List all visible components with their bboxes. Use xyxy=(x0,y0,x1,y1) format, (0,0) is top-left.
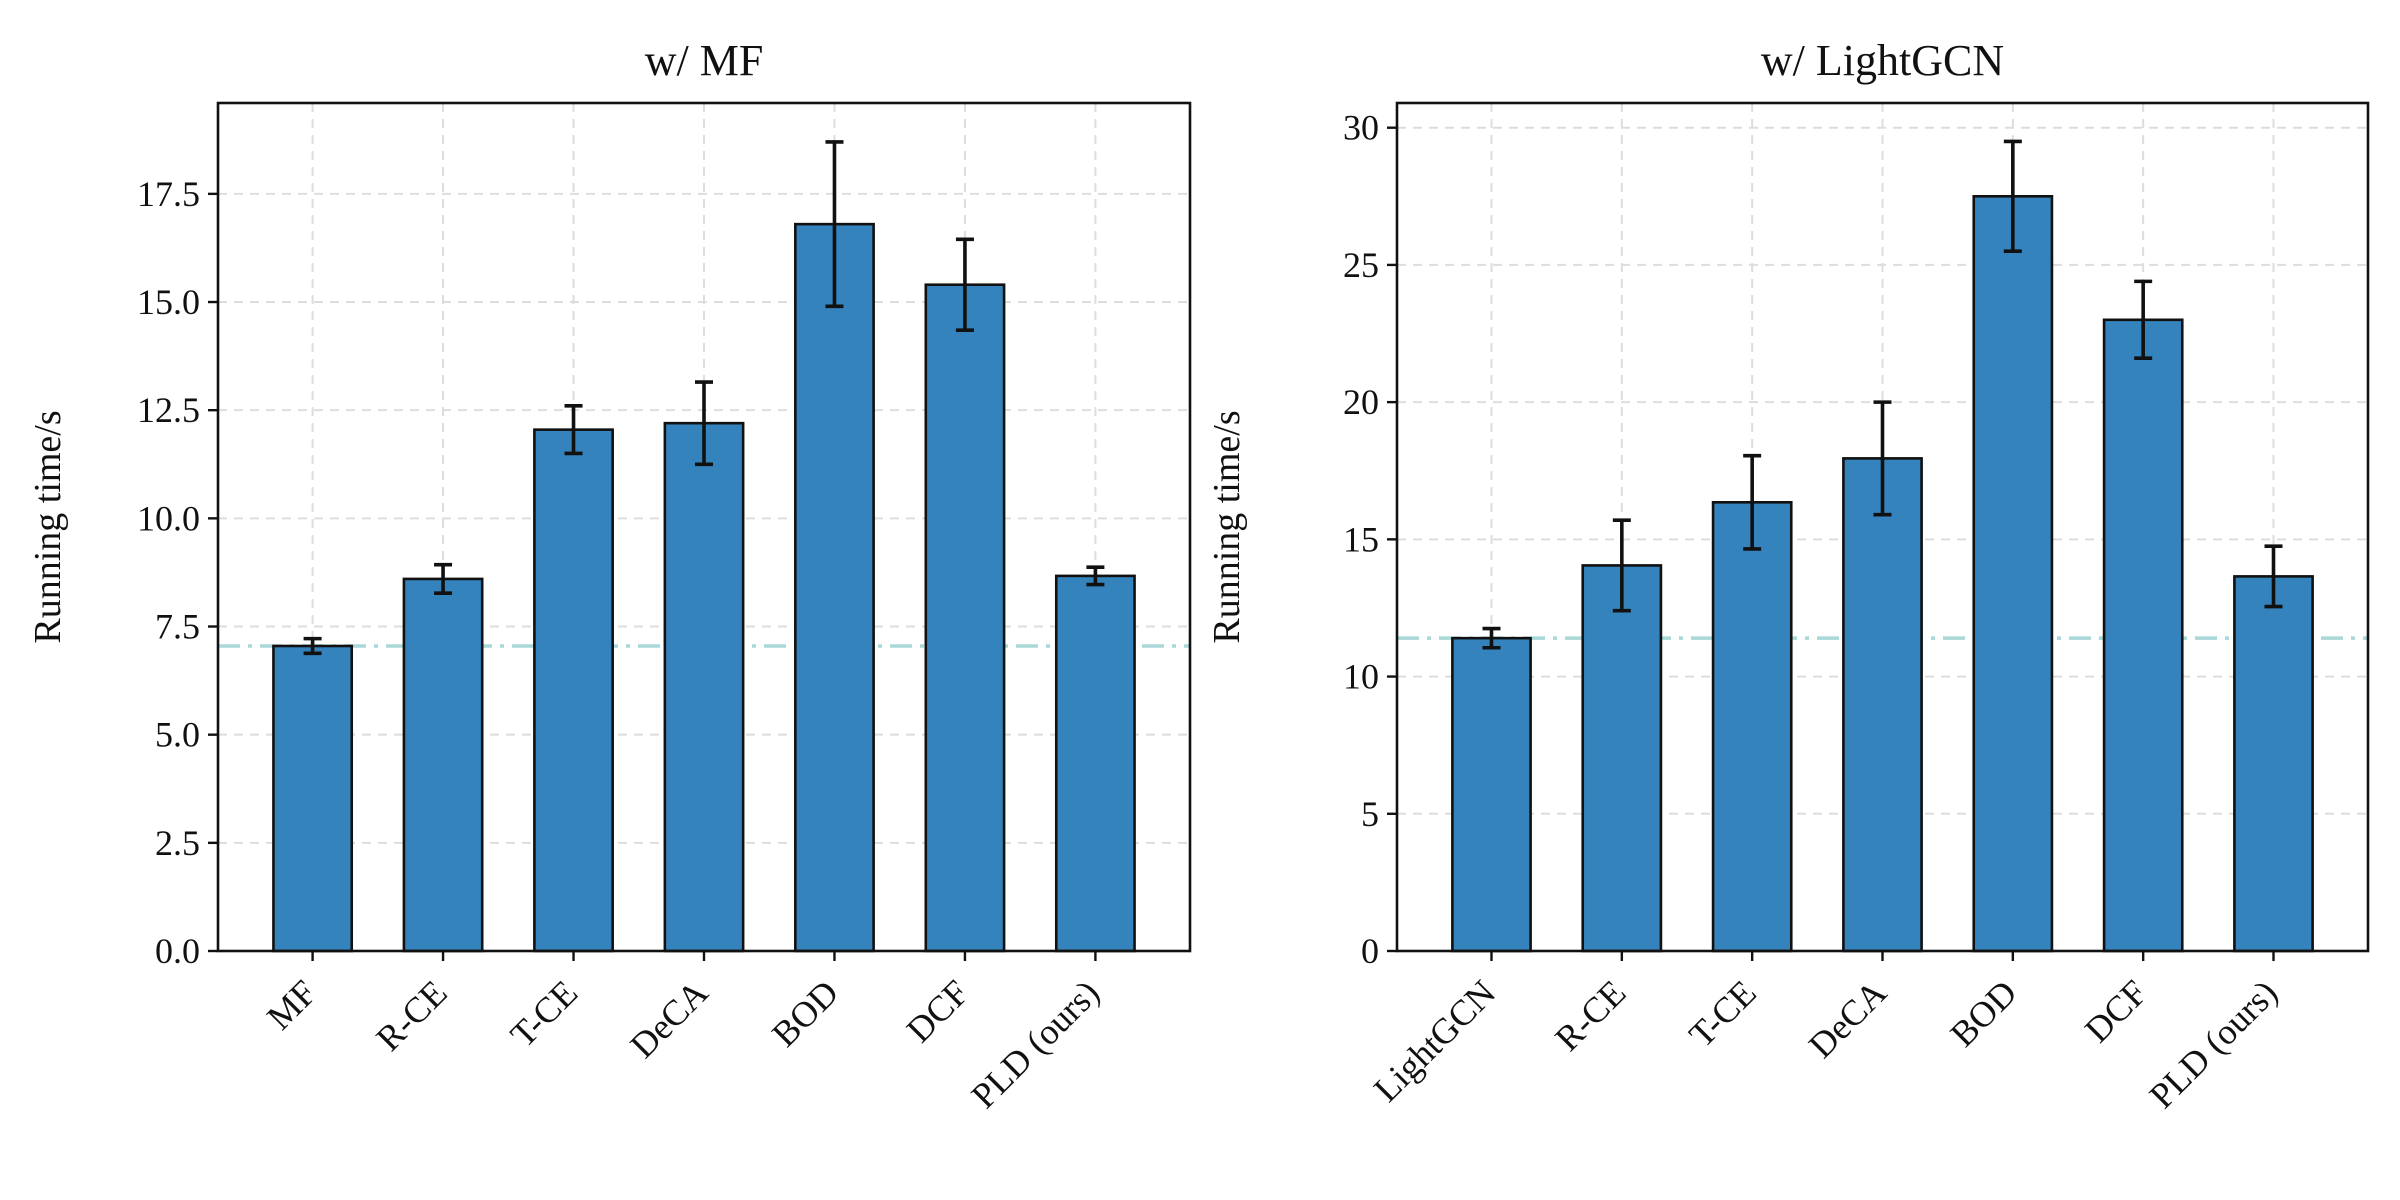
y-tick-label: 15.0 xyxy=(137,282,200,322)
error-bar xyxy=(1482,626,1501,650)
error-bar xyxy=(434,562,453,595)
y-tick-label: 25 xyxy=(1343,245,1379,285)
error-bar xyxy=(1086,565,1105,587)
error-bar xyxy=(1612,518,1631,613)
bar xyxy=(663,421,745,953)
x-tick-label: R-CE xyxy=(1547,972,1633,1058)
error-bar xyxy=(2003,139,2022,253)
error-bar xyxy=(2134,279,2153,361)
y-tick-label: 7.5 xyxy=(155,607,200,647)
x-tick-label: BOD xyxy=(764,972,846,1054)
x-tick-label: DCF xyxy=(2077,972,2155,1050)
chart-panel-mf: 0.0 2.5 5.0 7.5 10.0 12.5 15.0 17.5 MF R-CE T-CE De… xyxy=(27,36,1192,1116)
x-tick-label: DCF xyxy=(899,972,977,1050)
y-tick-label: 20 xyxy=(1343,382,1379,422)
x-tick-label: MF xyxy=(259,972,324,1037)
error-bar xyxy=(1873,400,1892,517)
bar xyxy=(924,283,1006,953)
error-bar xyxy=(825,140,844,309)
x-tick-label: PLD (ours) xyxy=(964,972,1108,1116)
chart-panel-lightgcn: 0 5 10 15 20 25 30 LightGCN R-CE T-CE DeCA BOD DCFPL… xyxy=(1206,36,2370,1116)
x-tick-label: BOD xyxy=(1942,972,2024,1054)
x-tick-label: T-CE xyxy=(503,972,586,1055)
x-tick-label: T-CE xyxy=(1681,972,1764,1055)
bar xyxy=(402,577,484,953)
y-tick-label: 0 xyxy=(1361,931,1379,971)
bar xyxy=(1451,636,1532,953)
x-tick-label: DeCA xyxy=(1801,972,1894,1065)
y-tick-label: 10.0 xyxy=(137,498,200,538)
x-tick-label: DeCA xyxy=(622,972,715,1065)
y-tick-label: 30 xyxy=(1343,108,1379,148)
error-bar xyxy=(564,404,583,456)
bar xyxy=(794,222,875,953)
x-tick-label: LightGCN xyxy=(1366,972,1503,1109)
y-tick-label: 0.0 xyxy=(155,931,200,971)
error-bar xyxy=(2264,544,2283,609)
y-tick-label: 15 xyxy=(1343,519,1379,559)
y-tick-label: 5.0 xyxy=(155,715,200,755)
y-tick-label: 12.5 xyxy=(137,390,200,430)
chart-title: w/ LightGCN xyxy=(1761,36,2004,85)
y-axis-label: Running time/s xyxy=(1206,410,1248,643)
plot-frame xyxy=(1395,101,2370,953)
chart-title: w/ MF xyxy=(645,36,764,85)
bar xyxy=(533,428,614,953)
x-tick-label: R-CE xyxy=(368,972,454,1058)
y-tick-label: 2.5 xyxy=(155,823,200,863)
error-bar xyxy=(955,237,974,332)
bar xyxy=(1842,457,1923,953)
error-bar xyxy=(695,380,713,467)
plot-frame xyxy=(216,101,1192,953)
error-bar xyxy=(303,636,322,656)
y-axis-label: Running time/s xyxy=(27,410,69,643)
bar xyxy=(2233,575,2314,953)
bar xyxy=(1711,501,1793,953)
bar xyxy=(272,644,354,953)
y-tick-label: 10 xyxy=(1343,657,1379,697)
bar xyxy=(1054,574,1136,953)
error-bar xyxy=(1743,453,1762,551)
x-tick-label: PLD (ours) xyxy=(2142,972,2286,1116)
bar xyxy=(1581,564,1663,953)
bar xyxy=(1972,195,2054,953)
y-tick-label: 17.5 xyxy=(137,174,200,214)
bar xyxy=(2102,318,2184,953)
y-tick-label: 5 xyxy=(1361,794,1379,834)
